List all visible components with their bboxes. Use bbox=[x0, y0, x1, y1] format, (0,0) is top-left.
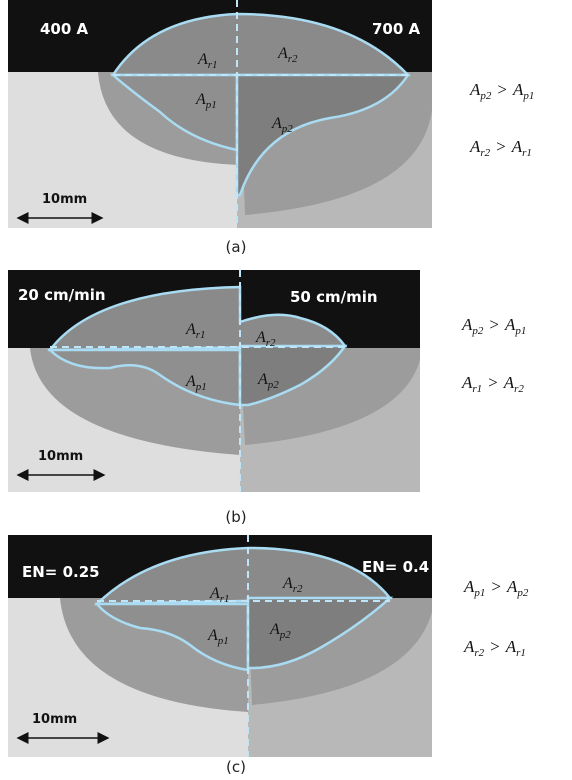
subscript: p1 bbox=[217, 635, 229, 647]
symbol: A bbox=[463, 637, 475, 656]
symbol: A bbox=[461, 315, 473, 334]
subscript: p2 bbox=[471, 325, 484, 337]
operator: > bbox=[496, 137, 506, 156]
left-label: EN= 0.25 bbox=[22, 563, 100, 581]
symbol: A bbox=[504, 315, 516, 334]
symbol: A bbox=[469, 80, 481, 99]
relation: Ar1 > Ar2 bbox=[461, 373, 524, 395]
operator: > bbox=[491, 577, 501, 596]
subscript: r2 bbox=[474, 647, 484, 659]
caption: (a) bbox=[226, 238, 247, 256]
symbol: A bbox=[209, 585, 220, 602]
subscript: r1 bbox=[220, 593, 230, 605]
subscript: p1 bbox=[514, 325, 526, 337]
symbol: A bbox=[469, 137, 481, 156]
subscript: p2 bbox=[279, 629, 292, 641]
symbol: A bbox=[282, 575, 293, 592]
relation: Ar2 > Ar1 bbox=[469, 137, 532, 159]
symbol: A bbox=[463, 577, 475, 596]
symbol: A bbox=[257, 371, 268, 388]
symbol: A bbox=[271, 115, 282, 132]
subscript: r1 bbox=[522, 147, 532, 159]
symbol: A bbox=[511, 137, 523, 156]
symbol: A bbox=[195, 91, 206, 108]
symbol: A bbox=[461, 373, 473, 392]
figure: 400 A700 AAr1Ar2Ap1Ap210mm(a)Ap2>Ap1Ar2>… bbox=[0, 0, 572, 780]
symbol: A bbox=[185, 321, 196, 338]
scale-label: 10mm bbox=[32, 712, 77, 727]
subscript: p1 bbox=[205, 99, 217, 111]
right-label: EN= 0.4 bbox=[362, 558, 429, 576]
scale-label: 10mm bbox=[42, 192, 87, 207]
operator: > bbox=[497, 80, 507, 99]
right-label: 700 A bbox=[372, 20, 421, 38]
subscript: p2 bbox=[281, 123, 294, 135]
right-label: 50 cm/min bbox=[290, 288, 378, 306]
subscript: r2 bbox=[288, 53, 298, 65]
symbol: A bbox=[512, 80, 524, 99]
caption: (c) bbox=[226, 758, 246, 776]
subscript: r2 bbox=[480, 147, 490, 159]
operator: > bbox=[488, 373, 498, 392]
symbol: A bbox=[255, 329, 266, 346]
subscript: p2 bbox=[267, 379, 280, 391]
subscript: r1 bbox=[516, 647, 526, 659]
symbol: A bbox=[185, 373, 196, 390]
relation: Ap2 > Ap1 bbox=[469, 80, 534, 102]
relation: Ar2 > Ar1 bbox=[463, 637, 526, 659]
operator: > bbox=[489, 315, 499, 334]
caption: (b) bbox=[225, 508, 246, 526]
subscript: r2 bbox=[266, 337, 276, 349]
subscript: p1 bbox=[195, 381, 207, 393]
subscript: p2 bbox=[516, 587, 529, 599]
subscript: p2 bbox=[479, 90, 492, 102]
symbol: A bbox=[503, 373, 515, 392]
subscript: r1 bbox=[472, 383, 482, 395]
left-label: 400 A bbox=[40, 20, 89, 38]
symbol: A bbox=[277, 45, 288, 62]
symbol: A bbox=[505, 637, 517, 656]
symbol: A bbox=[197, 51, 208, 68]
scale-label: 10mm bbox=[38, 449, 83, 464]
symbol: A bbox=[269, 621, 280, 638]
symbol: A bbox=[207, 627, 218, 644]
operator: > bbox=[490, 637, 500, 656]
subscript: r1 bbox=[196, 329, 206, 341]
subscript: p1 bbox=[473, 587, 485, 599]
subscript: p1 bbox=[522, 90, 534, 102]
relation: Ap1 > Ap2 bbox=[463, 577, 529, 599]
symbol: A bbox=[506, 577, 518, 596]
subscript: r2 bbox=[514, 383, 524, 395]
subscript: r1 bbox=[208, 59, 218, 71]
subscript: r2 bbox=[293, 583, 303, 595]
relation: Ap2 > Ap1 bbox=[461, 315, 526, 337]
left-label: 20 cm/min bbox=[18, 286, 106, 304]
